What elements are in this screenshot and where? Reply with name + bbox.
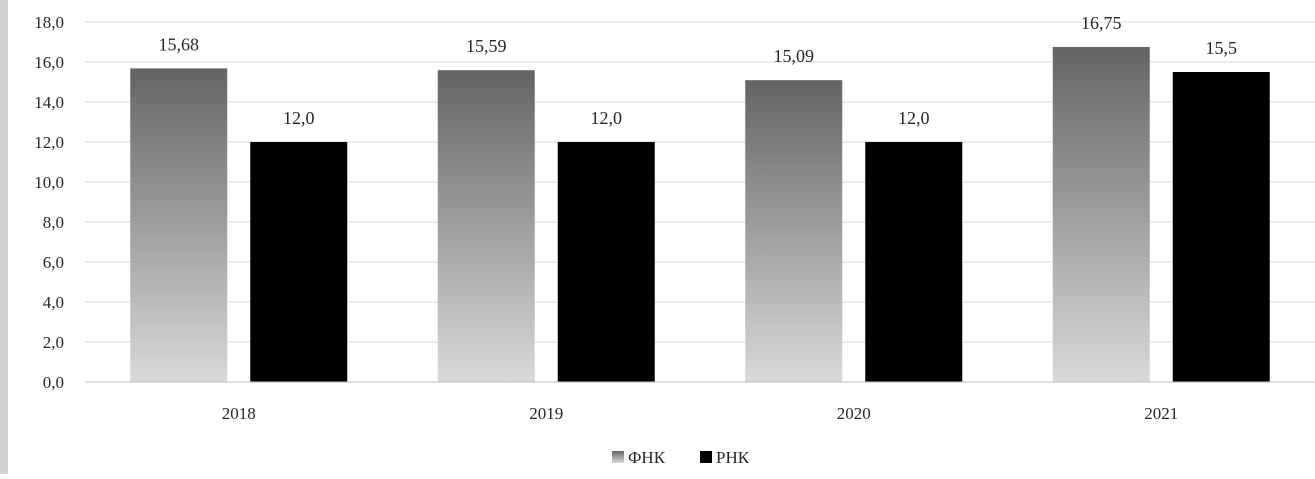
legend-label-rnk: РНК [716, 448, 750, 467]
x-tick-label: 2019 [529, 404, 563, 423]
legend-swatch-rnk [700, 451, 712, 463]
x-tick-label: 2021 [1144, 404, 1178, 423]
data-label-rnk-2021: 15,5 [1206, 38, 1238, 58]
bars [130, 47, 1270, 383]
y-tick-label: 4,0 [43, 293, 64, 312]
legend-label-fnk: ФНК [628, 448, 666, 467]
bar-rnk-2019 [557, 142, 655, 382]
y-tick-label: 8,0 [43, 213, 64, 232]
bar-fnk-2019 [437, 70, 535, 382]
bar-fnk-2021 [1052, 47, 1150, 382]
data-label-fnk-2018: 15,68 [159, 34, 200, 54]
data-labels: 15,68 12,0 15,59 12,0 15,09 12,0 16,75 15,5 [159, 13, 1238, 128]
data-label-fnk-2020: 15,09 [774, 46, 815, 66]
y-tick-label: 18,0 [34, 13, 64, 32]
y-tick-label: 0,0 [43, 373, 64, 392]
y-tick-label: 6,0 [43, 253, 64, 272]
y-tick-label: 2,0 [43, 333, 64, 352]
y-tick-label: 14,0 [34, 93, 64, 112]
data-label-rnk-2020: 12,0 [898, 108, 930, 128]
data-label-fnk-2019: 15,59 [466, 36, 507, 56]
data-label-fnk-2021: 16,75 [1081, 13, 1122, 33]
x-tick-label: 2020 [837, 404, 871, 423]
legend-swatch-fnk [612, 451, 624, 463]
data-label-rnk-2018: 12,0 [283, 108, 315, 128]
y-tick-label: 12,0 [34, 133, 64, 152]
bar-rnk-2018 [250, 142, 348, 382]
bar-fnk-2020 [745, 80, 843, 382]
legend: ФНК РНК [612, 448, 750, 467]
bar-rnk-2021 [1172, 72, 1270, 382]
bar-rnk-2020 [865, 142, 963, 382]
y-tick-label: 10,0 [34, 173, 64, 192]
x-axis-ticks: 2018 2019 2020 2021 [222, 404, 1179, 423]
data-label-rnk-2019: 12,0 [591, 108, 623, 128]
y-tick-label: 16,0 [34, 53, 64, 72]
bar-chart: 0,0 2,0 4,0 6,0 8,0 10,0 12,0 14,0 16,0 18,0 15,6… [34, 13, 1315, 467]
x-tick-label: 2018 [222, 404, 256, 423]
y-axis-ticks: 0,0 2,0 4,0 6,0 8,0 10,0 12,0 14,0 16,0 18,0 [34, 13, 64, 392]
bar-fnk-2018 [130, 68, 228, 383]
